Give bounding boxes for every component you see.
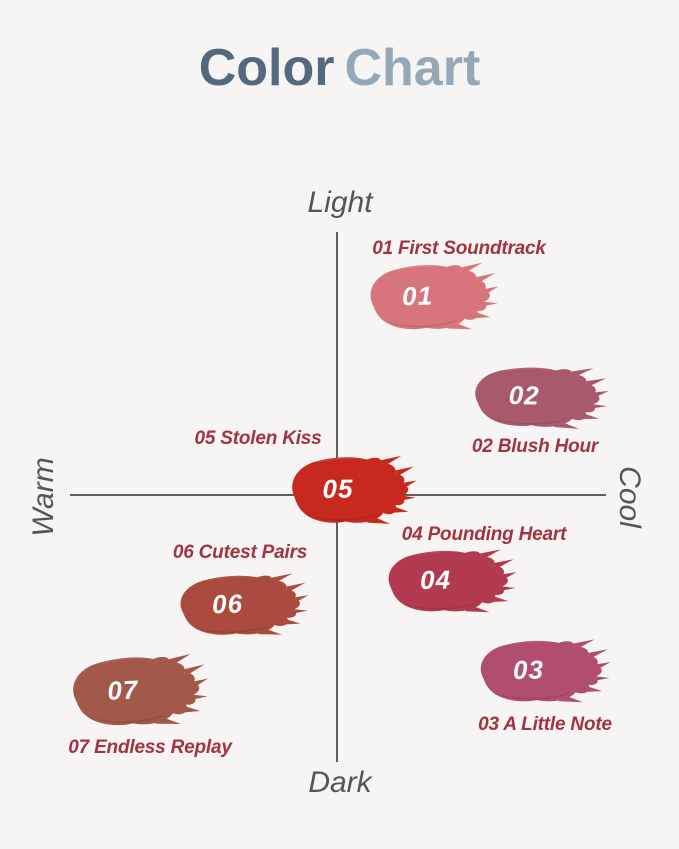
swatch-03: 03 <box>467 635 612 710</box>
swatch-number-02: 02 <box>508 379 540 411</box>
page-title: Color Chart <box>0 39 679 97</box>
swatch-01: 01 <box>357 258 502 339</box>
swatch-number-05: 05 <box>322 473 354 504</box>
title-word-chart: Chart <box>344 39 481 97</box>
swatch-07: 07 <box>58 648 212 736</box>
swatch-02: 02 <box>461 362 610 435</box>
swatch-05: 05 <box>279 451 418 531</box>
swatch-label-06: 06 Cutest Pairs <box>172 542 308 563</box>
title-word-color: Color <box>198 39 335 97</box>
swatch-label-07: 07 Endless Replay <box>68 737 232 758</box>
swatch-06: 06 <box>167 569 311 644</box>
swatch-label-02: 02 Blush Hour <box>471 436 599 457</box>
axis-label-light: Light <box>307 186 373 219</box>
swatch-04: 04 <box>375 545 518 619</box>
swatch-label-04: 04 Pounding Heart <box>401 524 567 545</box>
swatch-number-04: 04 <box>419 564 452 595</box>
swatch-number-07: 07 <box>106 673 140 706</box>
swatch-number-06: 06 <box>211 588 244 620</box>
swatch-label-01: 01 First Soundtrack <box>372 238 546 259</box>
axis-label-cool: Cool <box>613 466 646 528</box>
axis-label-dark: Dark <box>308 766 372 799</box>
swatch-label-05: 05 Stolen Kiss <box>194 428 322 449</box>
swatch-number-01: 01 <box>401 280 434 312</box>
axis-label-warm: Warm <box>27 457 60 537</box>
swatch-number-03: 03 <box>512 654 545 685</box>
swatch-label-03: 03 A Little Note <box>478 714 612 735</box>
